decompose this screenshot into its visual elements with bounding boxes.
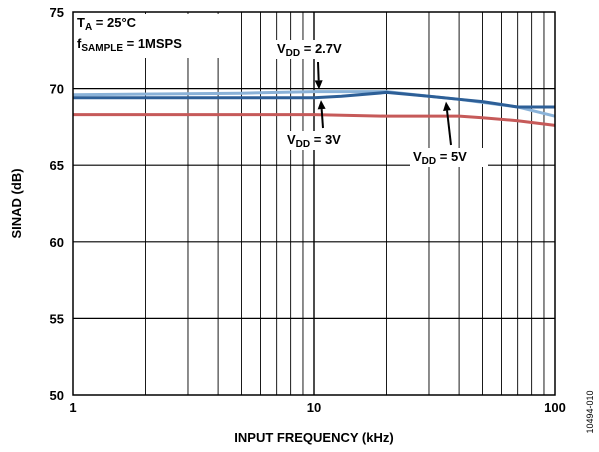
series-annotations: VDD = 2.7V VDD = 3V VDD = 5V xyxy=(274,40,488,167)
y-tick-label: 65 xyxy=(50,158,64,173)
y-tick-label: 70 xyxy=(50,82,64,97)
label-vdd-5v: VDD = 5V xyxy=(413,149,467,167)
arrow-vdd-3v xyxy=(317,100,326,129)
condition-temperature: TA = 25°C xyxy=(77,15,137,33)
y-axis-label: SINAD (dB) xyxy=(9,168,24,238)
y-tick-label: 50 xyxy=(50,388,64,403)
label-vdd-5v-bg xyxy=(410,148,488,167)
arrow-vdd-5v xyxy=(443,101,452,146)
conditions-box xyxy=(75,14,223,58)
figure-id: 10494-010 xyxy=(585,390,595,433)
x-tick-label: 1 xyxy=(69,400,76,415)
label-vdd-3v: VDD = 3V xyxy=(287,132,341,150)
x-axis-label: INPUT FREQUENCY (kHz) xyxy=(234,430,393,445)
series-line-2 xyxy=(73,113,556,127)
x-tick-label: 100 xyxy=(544,400,566,415)
plot-frame xyxy=(72,11,556,396)
y-tick-label: 55 xyxy=(50,311,64,326)
series-line-1 xyxy=(73,90,555,109)
tick-labels: 1 10 100 50 55 60 65 70 75 xyxy=(50,5,566,415)
arrow-vdd-2-7v xyxy=(314,61,323,90)
grid xyxy=(73,12,555,395)
y-tick-label: 60 xyxy=(50,235,64,250)
y-tick-label: 75 xyxy=(50,5,64,20)
condition-sample-rate: fSAMPLE = 1MSPS xyxy=(77,36,182,54)
label-vdd-2-7v-bg xyxy=(274,40,374,59)
label-vdd-3v-bg xyxy=(284,131,364,150)
series-lines xyxy=(72,90,556,127)
label-vdd-2-7v: VDD = 2.7V xyxy=(277,41,342,59)
x-tick-label: 10 xyxy=(307,400,321,415)
